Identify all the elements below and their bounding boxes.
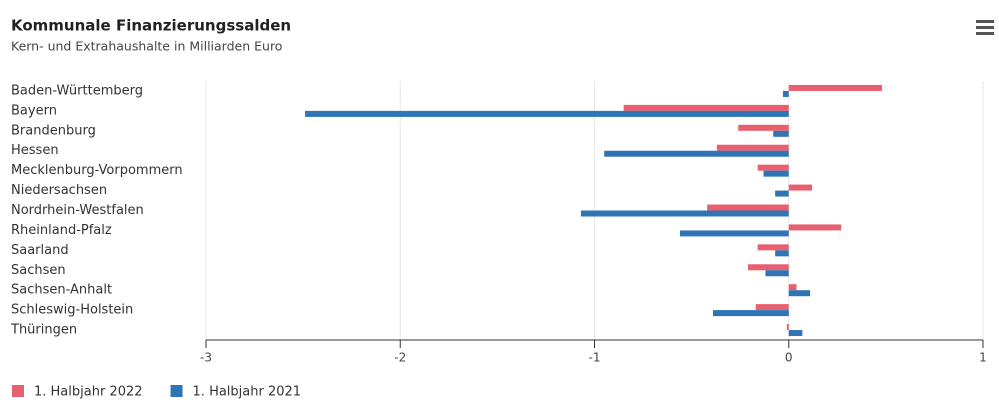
y-tick-label: Sachsen xyxy=(11,263,66,278)
bar xyxy=(623,104,789,111)
bar xyxy=(757,164,789,171)
bar xyxy=(679,230,789,237)
menu-line xyxy=(976,20,994,23)
bar xyxy=(788,184,813,191)
bar xyxy=(782,90,789,97)
legend-label: 1. Halbjahr 2022 xyxy=(34,385,143,400)
legend-swatch xyxy=(12,385,24,397)
bar xyxy=(788,284,797,291)
bar xyxy=(788,330,803,337)
bar xyxy=(707,204,789,211)
y-tick-label: Brandenburg xyxy=(11,123,96,138)
menu-line xyxy=(976,26,994,29)
y-tick-label: Baden-Württemberg xyxy=(11,83,143,98)
bar xyxy=(757,244,789,251)
bar xyxy=(788,290,811,297)
y-tick-label: Rheinland-Pfalz xyxy=(11,223,112,238)
x-tick-label: -2 xyxy=(394,351,406,365)
bar xyxy=(786,324,789,331)
legend-label: 1. Halbjahr 2021 xyxy=(193,385,302,400)
y-tick-label: Nordrhein-Westfalen xyxy=(11,203,144,218)
y-tick-label: Thüringen xyxy=(10,323,77,338)
y-tick-label: Mecklenburg-Vorpommern xyxy=(11,163,183,178)
bar xyxy=(738,124,789,131)
menu-button[interactable] xyxy=(976,20,994,35)
y-tick-label: Schleswig-Holstein xyxy=(11,303,133,318)
bar xyxy=(788,84,882,91)
bar xyxy=(712,310,789,317)
bar xyxy=(775,250,789,257)
bar xyxy=(747,264,789,271)
y-tick-label: Sachsen-Anhalt xyxy=(11,283,112,298)
y-tick-label: Saarland xyxy=(11,243,69,258)
bar xyxy=(755,304,789,311)
x-tick-label: 1 xyxy=(979,351,987,365)
x-tick-label: -1 xyxy=(589,351,601,365)
bar xyxy=(763,170,789,177)
bar xyxy=(305,110,789,117)
chart-title: Kommunale Finanzierungssalden xyxy=(11,17,291,35)
y-tick-label: Bayern xyxy=(11,103,57,118)
x-tick-label: -3 xyxy=(200,351,212,365)
y-tick-label: Niedersachsen xyxy=(11,183,107,198)
x-tick-label: 0 xyxy=(785,351,793,365)
bar xyxy=(604,150,789,157)
bar xyxy=(775,190,789,197)
bar xyxy=(716,144,789,151)
legend-swatch xyxy=(170,385,183,397)
bar xyxy=(580,210,789,217)
y-tick-label: Hessen xyxy=(11,143,59,158)
bar xyxy=(765,270,789,277)
chart-subtitle: Kern- und Extrahaushalte in Milliarden E… xyxy=(11,39,282,54)
menu-line xyxy=(976,32,994,35)
bar xyxy=(773,130,789,137)
bar xyxy=(788,224,842,231)
